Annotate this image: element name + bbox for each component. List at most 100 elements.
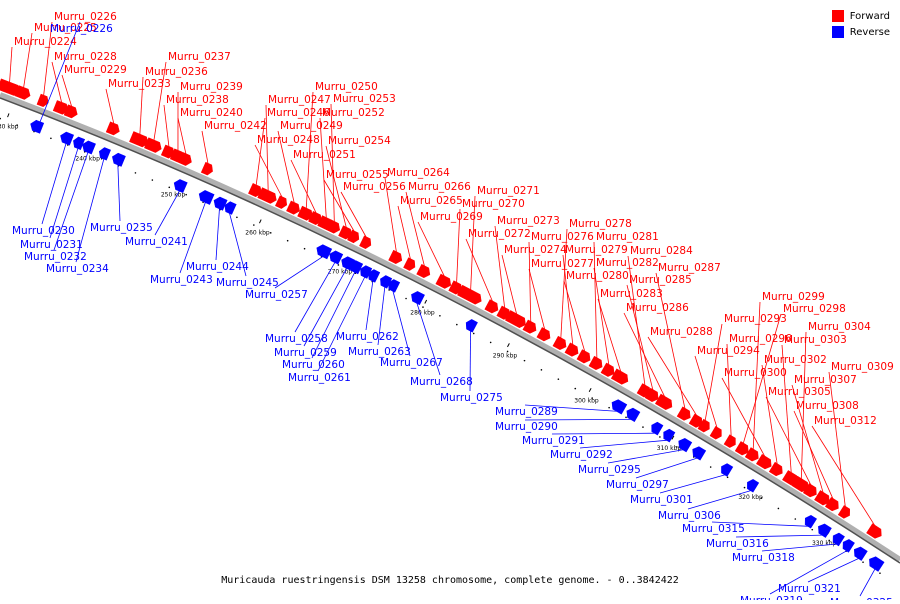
gene-label: Murru_0254 xyxy=(328,135,391,147)
backbone-edge xyxy=(0,98,900,563)
gene-label: Murru_0284 xyxy=(630,245,693,257)
tick-label: 280 kbp xyxy=(410,309,435,316)
axis-dot xyxy=(625,417,627,419)
gene-leader-line xyxy=(178,118,186,154)
gene-label: Murru_0244 xyxy=(186,261,249,273)
gene-leader-line xyxy=(736,535,823,537)
gene-label: Murru_0235 xyxy=(90,222,153,234)
gene-label: Murru_0283 xyxy=(600,288,663,300)
gene-label: Murru_0242 xyxy=(204,120,267,132)
gene-label: Murru_0231 xyxy=(20,239,83,251)
gene-label: Murru_0237 xyxy=(168,51,231,63)
axis-dot xyxy=(524,360,526,362)
gene-label: Murru_0228 xyxy=(54,51,117,63)
gene-leader-line xyxy=(42,143,66,224)
gene-label: Murru_0308 xyxy=(796,400,859,412)
axis-dot xyxy=(795,518,797,520)
tick-mark xyxy=(8,113,9,117)
gene-label: Murru_0264 xyxy=(387,167,450,179)
gene-label: Murru_0240 xyxy=(180,107,243,119)
tick-mark xyxy=(425,300,427,304)
gene-label: Murru_0262 xyxy=(336,331,399,343)
gene-label: Murru_0266 xyxy=(408,181,471,193)
axis-dot xyxy=(608,407,610,409)
gene-label: Murru_0302 xyxy=(764,354,827,366)
reverse-gene xyxy=(661,427,675,442)
axis-dot xyxy=(811,529,813,531)
tick-mark xyxy=(589,388,591,391)
axis-dot xyxy=(473,333,475,335)
legend-item-reverse: Reverse xyxy=(832,24,890,40)
tick-label: 260 kbp xyxy=(245,229,270,236)
gene-label: Murru_0255 xyxy=(326,169,389,181)
forward-gene xyxy=(201,162,215,176)
gene-label: Murru_0238 xyxy=(166,94,229,106)
axis-dot xyxy=(490,342,492,344)
reverse-gene xyxy=(409,290,425,305)
reverse-gene xyxy=(649,420,663,435)
gene-label: Murru_0289 xyxy=(495,406,558,418)
axis-dot xyxy=(642,426,644,428)
tick-label: 230 kbp xyxy=(0,123,19,130)
gene-leader-line xyxy=(470,331,471,391)
gene-leader-line xyxy=(529,269,545,330)
gene-label: Murru_0278 xyxy=(569,218,632,230)
gene-label: Murru_0307 xyxy=(794,374,857,386)
gene-leader-line xyxy=(580,440,668,448)
gene-label: Murru_0282 xyxy=(596,257,659,269)
gene-leader-line xyxy=(525,419,632,420)
axis-dot xyxy=(270,232,272,234)
gene-label: Murru_0229 xyxy=(64,64,127,76)
gene-label: Murru_0309 xyxy=(831,361,894,373)
gene-label: Murru_0277 xyxy=(531,258,594,270)
gene-label: Murru_0305 xyxy=(768,386,831,398)
gene-label: Murru_0241 xyxy=(125,236,188,248)
gene-label: Murru_0295 xyxy=(578,464,641,476)
axis-dot xyxy=(236,217,238,219)
axis-dot xyxy=(135,172,137,174)
reverse-gene xyxy=(172,178,187,193)
gene-label: Murru_0230 xyxy=(12,225,75,237)
tick-label: 240 kbp xyxy=(75,156,100,163)
gene-leader-line xyxy=(62,75,72,107)
reverse-gene xyxy=(58,131,73,146)
axis-dot xyxy=(152,179,154,181)
gene-label: Murru_0239 xyxy=(180,81,243,93)
gene-label: Murru_0276 xyxy=(531,231,594,243)
reverse-gene xyxy=(719,462,733,477)
tick-label: 290 kbp xyxy=(493,353,518,360)
axis-dot xyxy=(0,118,1,120)
gene-label: Murru_0297 xyxy=(606,479,669,491)
gene-leader-line xyxy=(636,458,698,478)
gene-label: Murru_0306 xyxy=(658,510,721,522)
gene-label: Murru_0246 xyxy=(267,107,330,119)
axis-dot xyxy=(879,572,881,574)
gene-leader-line xyxy=(660,475,726,493)
gene-leader-line xyxy=(762,544,837,551)
axis-dot xyxy=(778,508,780,510)
gene-label: Murru_0292 xyxy=(550,449,613,461)
axis-dot xyxy=(50,137,52,139)
gene-label: Murru_0250 xyxy=(315,81,378,93)
gene-label: Murru_0267 xyxy=(380,357,443,369)
gene-label: Murru_0268 xyxy=(410,376,473,388)
axis-dot xyxy=(541,369,543,371)
gene-label: Murru_0294 xyxy=(697,345,760,357)
axis-dot xyxy=(287,240,289,242)
reverse-gene xyxy=(745,478,759,493)
gene-leader-line xyxy=(106,89,114,124)
gene-label: Murru_0288 xyxy=(650,326,713,338)
gene-leader-line xyxy=(564,281,585,352)
gene-label: Murru_0285 xyxy=(629,274,692,286)
reverse-gene xyxy=(464,318,478,332)
forward-gene xyxy=(710,426,724,441)
axis-dot xyxy=(574,388,576,390)
gene-label: Murru_0301 xyxy=(630,494,693,506)
gene-label: Murru_0312 xyxy=(814,415,877,427)
gene-leader-line xyxy=(164,105,169,147)
backbone-band xyxy=(0,95,900,560)
gene-label: Murru_0253 xyxy=(333,93,396,105)
forward-gene xyxy=(724,435,738,450)
reverse-gene xyxy=(110,152,125,167)
